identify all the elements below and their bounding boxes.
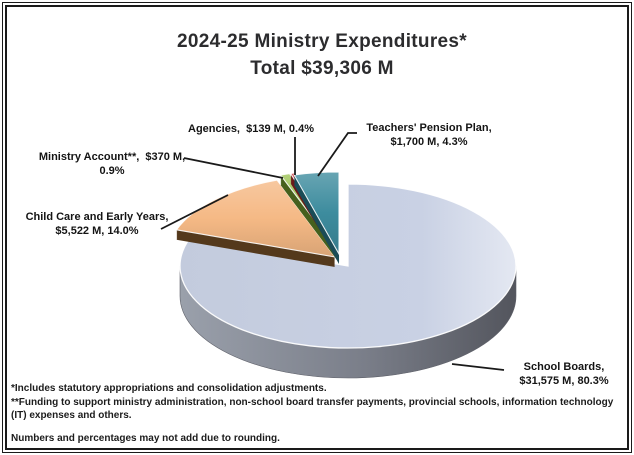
callout-childcare-line2: $5,522 M, 14.0%	[55, 225, 139, 237]
leader-school-boards	[451, 363, 505, 371]
pie-slice-school-boards	[179, 183, 517, 379]
callout-ministry-line2: 0.9%	[99, 165, 125, 177]
callout-teachers-pension-plan: Teachers' Pension Plan, $1,700 M, 4.3%	[366, 121, 491, 149]
callout-child-care: Child Care and Early Years, $5,522 M, 14…	[26, 210, 169, 238]
footnote-ministry-account: **Funding to support ministry administra…	[11, 397, 614, 421]
pie-side-ministry-account	[280, 174, 339, 262]
pie-slice-teachers-pension-plan	[293, 171, 340, 264]
chart-title-line2: Total $39,306 M	[250, 58, 394, 79]
callout-childcare-line1: Child Care and Early Years,	[25, 211, 169, 223]
callout-teachers-line2: $1,700 M, 4.3%	[390, 136, 468, 148]
callout-schoolboards-line2: $31,575 M, 80.3%	[519, 375, 609, 387]
pie-top-child-care-and-early-years	[175, 179, 337, 258]
callout-agencies: Agencies, $139 M, 0.4%	[188, 122, 314, 136]
callout-school-boards: School Boards, $31,575 M, 80.3%	[519, 360, 608, 388]
leader-teachers-pension	[317, 132, 357, 177]
callout-ministry-account: Ministry Account**, $370 M, 0.9%	[39, 150, 185, 178]
pie-top-school-boards	[179, 183, 517, 349]
footnote-statutory: *Includes statutory appropriations and c…	[11, 383, 327, 394]
leader-child-care	[160, 194, 229, 230]
callout-schoolboards-line1: School Boards,	[523, 361, 605, 373]
chart-title: 2024-25 Ministry Expenditures* Total $39…	[177, 28, 467, 82]
callout-teachers-line1: Teachers' Pension Plan,	[366, 122, 492, 134]
footnote-rounding: Numbers and percentages may not add due …	[11, 433, 280, 444]
leader-ministry-account	[183, 157, 284, 179]
pie-slice-child-care-and-early-years	[175, 179, 337, 267]
callout-ministry-line1: Ministry Account**, $370 M,	[38, 151, 186, 163]
callout-agencies-line1: Agencies, $139 M, 0.4%	[188, 123, 314, 135]
chart-title-line1: 2024-25 Ministry Expenditures*	[177, 31, 467, 52]
